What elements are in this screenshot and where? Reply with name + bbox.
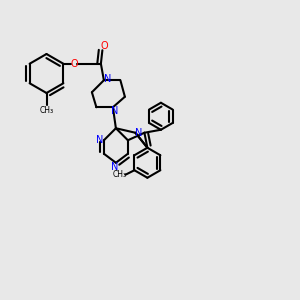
- Text: O: O: [100, 41, 108, 51]
- Text: N: N: [111, 162, 118, 172]
- Text: N: N: [135, 128, 143, 138]
- Text: N: N: [111, 106, 118, 116]
- Text: CH₃: CH₃: [39, 106, 54, 115]
- Text: CH₃: CH₃: [112, 170, 127, 179]
- Text: O: O: [71, 59, 78, 69]
- Text: N: N: [96, 135, 103, 145]
- Text: N: N: [104, 74, 111, 84]
